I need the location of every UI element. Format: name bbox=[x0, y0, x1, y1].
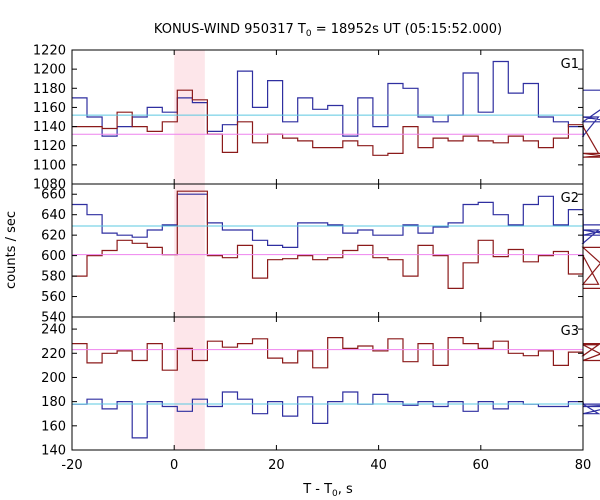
y-tick-label: 660 bbox=[41, 188, 66, 203]
y-axis-title: counts / sec bbox=[4, 211, 19, 289]
y-tick-label: 1120 bbox=[33, 139, 66, 154]
step-series bbox=[72, 391, 600, 439]
y-tick-label: 540 bbox=[41, 311, 66, 326]
step-series bbox=[72, 193, 600, 248]
panel-g3: 140 160 180 200 220 240 G3 bbox=[41, 316, 600, 459]
x-tick-label: 0 bbox=[170, 458, 178, 473]
y-tick-label: 640 bbox=[41, 208, 66, 223]
y-tick-label: 1220 bbox=[33, 44, 66, 59]
x-tick-label: 60 bbox=[473, 458, 490, 473]
chart-title: KONUS-WIND 950317 T0 = 18952s UT (05:15:… bbox=[154, 22, 502, 39]
y-tick-label: 620 bbox=[41, 229, 66, 244]
y-tick-label: 180 bbox=[41, 395, 66, 410]
y-tick-label: 240 bbox=[41, 323, 66, 338]
panel-g1: 1080 1100 1120 1140 1160 1180 1200 1220 G1 bbox=[33, 44, 600, 193]
y-tick-label: 1100 bbox=[33, 158, 66, 173]
highlight-region bbox=[174, 50, 205, 450]
panel-frame bbox=[71, 49, 584, 185]
x-tick-label: 40 bbox=[370, 458, 387, 473]
y-tick-label: 200 bbox=[41, 371, 66, 386]
step-series bbox=[72, 60, 600, 137]
y-tick-label: 1160 bbox=[33, 101, 66, 116]
y-tick-label: 140 bbox=[41, 444, 66, 459]
y-tick-label: 560 bbox=[41, 290, 66, 305]
step-series bbox=[72, 337, 600, 371]
y-tick-label: 1200 bbox=[33, 63, 66, 78]
step-series bbox=[72, 190, 600, 289]
y-tick-label: 160 bbox=[41, 419, 66, 434]
step-series bbox=[72, 89, 600, 158]
y-tick-label: 1140 bbox=[33, 120, 66, 135]
x-axis: -20 0 20 40 60 80 bbox=[61, 458, 591, 473]
y-tick-label: 220 bbox=[41, 347, 66, 362]
x-tick-label: -20 bbox=[61, 458, 82, 473]
y-tick-label: 580 bbox=[41, 270, 66, 285]
x-tick-label: 20 bbox=[268, 458, 285, 473]
x-axis-title: T - T0, s bbox=[302, 482, 353, 499]
highlight-band bbox=[174, 50, 205, 450]
panel-label: G3 bbox=[561, 324, 579, 339]
x-tick-label: 80 bbox=[575, 458, 592, 473]
y-tick-label: 1080 bbox=[33, 178, 66, 193]
panel-frame bbox=[71, 183, 584, 318]
panel-frame bbox=[71, 316, 584, 451]
y-tick-label: 600 bbox=[41, 249, 66, 264]
y-tick-label: 1180 bbox=[33, 82, 66, 97]
panel-g2: 540 560 580 600 620 640 660 G2 bbox=[41, 183, 600, 326]
panel-label: G1 bbox=[561, 57, 579, 72]
panel-label: G2 bbox=[561, 191, 579, 206]
